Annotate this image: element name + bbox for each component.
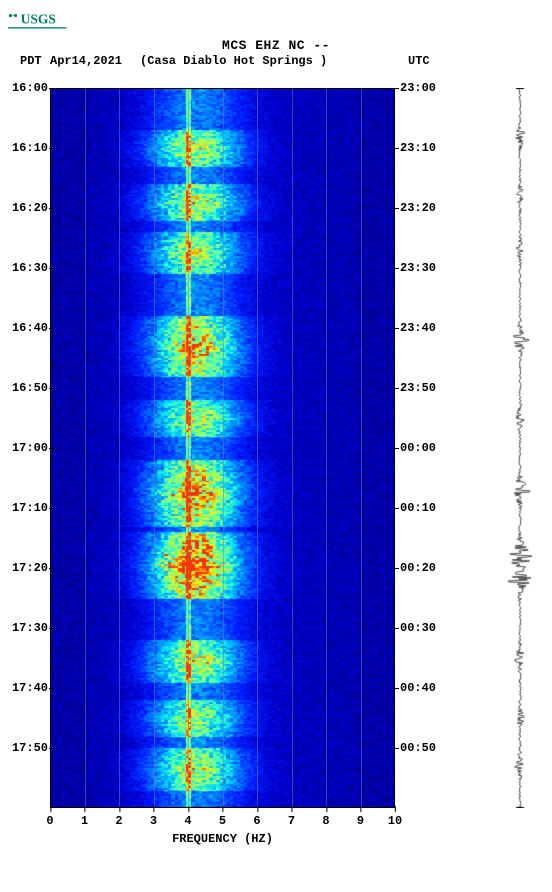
svg-text:USGS: USGS xyxy=(21,12,56,27)
y-tick-right: 00:00 xyxy=(400,441,436,455)
y-tick-right: 23:30 xyxy=(400,261,436,275)
usgs-logo: USGS xyxy=(8,6,98,34)
x-tick: 9 xyxy=(357,814,364,828)
y-tick-left: 17:50 xyxy=(12,741,48,755)
seismogram-canvas xyxy=(500,88,540,808)
y-axis-right: 23:0023:1023:2023:3023:4023:5000:0000:10… xyxy=(400,88,442,808)
gridline xyxy=(326,88,327,808)
date-label: Apr14,2021 xyxy=(50,54,122,68)
x-tick: 5 xyxy=(219,814,226,828)
x-tick: 10 xyxy=(388,814,402,828)
y-tick-left: 16:20 xyxy=(12,201,48,215)
spectrogram-chart xyxy=(50,88,395,808)
y-tick-left: 17:00 xyxy=(12,441,48,455)
x-axis-label: FREQUENCY (HZ) xyxy=(50,832,395,846)
x-tick: 2 xyxy=(115,814,122,828)
x-tick: 3 xyxy=(150,814,157,828)
y-tick-right: 00:40 xyxy=(400,681,436,695)
y-tick-right: 23:20 xyxy=(400,201,436,215)
gridline xyxy=(361,88,362,808)
x-tick: 1 xyxy=(81,814,88,828)
y-tick-left: 17:40 xyxy=(12,681,48,695)
x-tick: 4 xyxy=(184,814,191,828)
y-tick-right: 00:50 xyxy=(400,741,436,755)
gridline xyxy=(223,88,224,808)
y-tick-right: 23:10 xyxy=(400,141,436,155)
seismogram-trace xyxy=(500,88,540,808)
utc-label: UTC xyxy=(408,54,430,68)
station-label: (Casa Diablo Hot Springs ) xyxy=(140,54,327,68)
pdt-label: PDT xyxy=(20,54,42,68)
gridline xyxy=(188,88,189,808)
y-tick-left: 17:10 xyxy=(12,501,48,515)
y-tick-left: 17:20 xyxy=(12,561,48,575)
x-tick: 6 xyxy=(253,814,260,828)
y-tick-left: 16:00 xyxy=(12,81,48,95)
gridline xyxy=(85,88,86,808)
gridline xyxy=(292,88,293,808)
gridline xyxy=(119,88,120,808)
y-tick-right: 23:40 xyxy=(400,321,436,335)
y-tick-left: 17:30 xyxy=(12,621,48,635)
y-tick-right: 23:00 xyxy=(400,81,436,95)
chart-title-line1: MCS EHZ NC -- xyxy=(0,38,552,53)
y-tick-left: 16:50 xyxy=(12,381,48,395)
y-tick-right: 00:30 xyxy=(400,621,436,635)
y-tick-right: 00:20 xyxy=(400,561,436,575)
y-tick-left: 16:10 xyxy=(12,141,48,155)
y-tick-left: 16:40 xyxy=(12,321,48,335)
x-tick: 0 xyxy=(46,814,53,828)
y-tick-left: 16:30 xyxy=(12,261,48,275)
y-tick-right: 00:10 xyxy=(400,501,436,515)
y-axis-left: 16:0016:1016:2016:3016:4016:5017:0017:10… xyxy=(8,88,48,808)
x-tick: 8 xyxy=(322,814,329,828)
gridline xyxy=(154,88,155,808)
x-tick: 7 xyxy=(288,814,295,828)
y-tick-right: 23:50 xyxy=(400,381,436,395)
gridline xyxy=(257,88,258,808)
